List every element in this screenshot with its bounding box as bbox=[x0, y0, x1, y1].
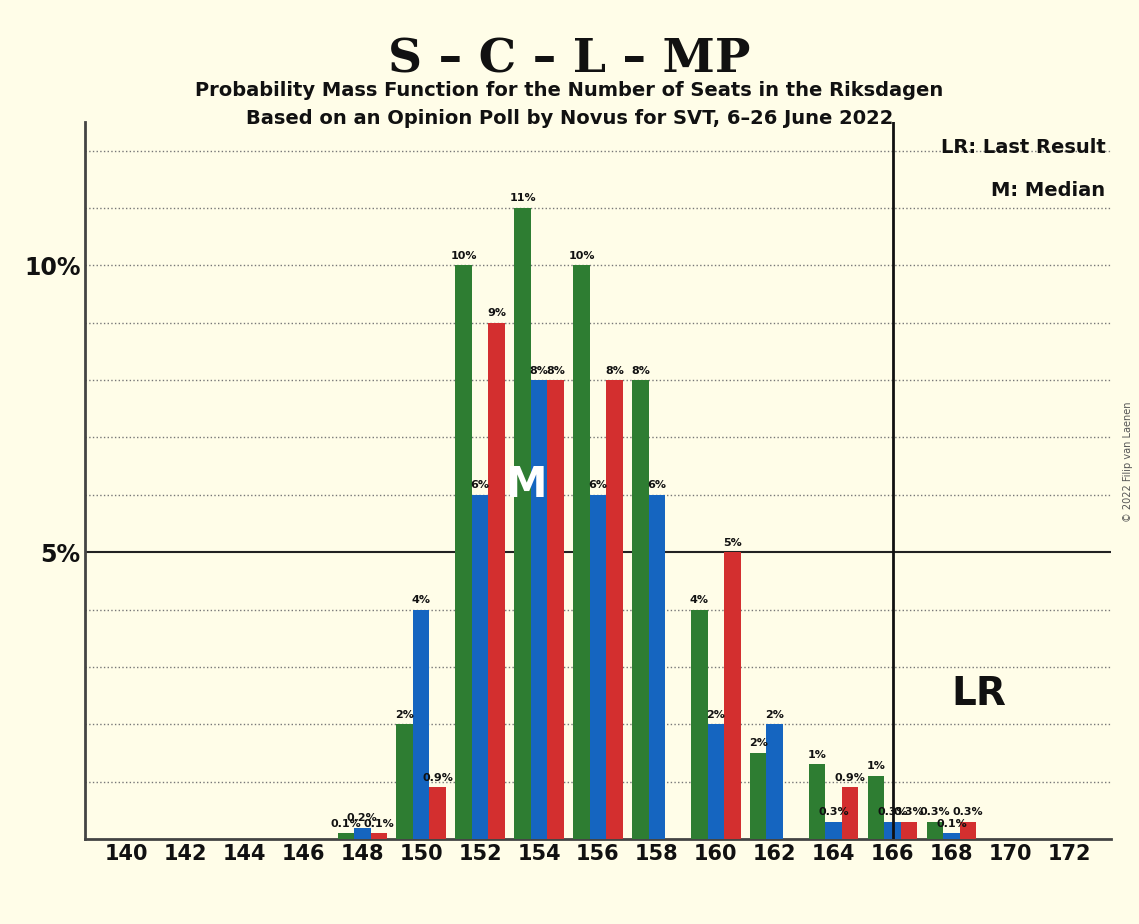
Text: 2%: 2% bbox=[395, 710, 415, 720]
Text: M: M bbox=[505, 464, 547, 506]
Text: 11%: 11% bbox=[509, 193, 535, 203]
Bar bbox=[337, 833, 354, 839]
Text: LR: LR bbox=[951, 675, 1007, 712]
Text: 0.3%: 0.3% bbox=[894, 808, 925, 817]
Text: 6%: 6% bbox=[647, 480, 666, 491]
Text: 0.3%: 0.3% bbox=[919, 808, 950, 817]
Text: 4%: 4% bbox=[690, 595, 708, 605]
Text: 8%: 8% bbox=[605, 366, 624, 375]
Bar bbox=[826, 821, 842, 839]
Bar bbox=[354, 828, 370, 839]
Text: 0.9%: 0.9% bbox=[835, 772, 866, 783]
Bar bbox=[472, 495, 489, 839]
Bar bbox=[413, 610, 429, 839]
Bar bbox=[884, 821, 901, 839]
Text: 1%: 1% bbox=[808, 750, 827, 760]
Text: 0.1%: 0.1% bbox=[330, 819, 361, 829]
Bar bbox=[809, 764, 826, 839]
Bar bbox=[606, 380, 623, 839]
Text: 6%: 6% bbox=[589, 480, 607, 491]
Text: 0.3%: 0.3% bbox=[877, 808, 908, 817]
Bar bbox=[691, 610, 707, 839]
Text: 8%: 8% bbox=[530, 366, 549, 375]
Bar bbox=[960, 821, 976, 839]
Bar bbox=[531, 380, 548, 839]
Bar bbox=[456, 265, 472, 839]
Text: S – C – L – MP: S – C – L – MP bbox=[388, 37, 751, 83]
Bar bbox=[901, 821, 917, 839]
Text: 5%: 5% bbox=[723, 538, 741, 548]
Bar bbox=[724, 553, 740, 839]
Text: LR: Last Result: LR: Last Result bbox=[941, 138, 1105, 157]
Bar bbox=[943, 833, 960, 839]
Text: Probability Mass Function for the Number of Seats in the Riksdagen: Probability Mass Function for the Number… bbox=[196, 81, 943, 101]
Bar bbox=[707, 724, 724, 839]
Text: 0.2%: 0.2% bbox=[347, 813, 378, 823]
Bar bbox=[590, 495, 606, 839]
Text: 0.9%: 0.9% bbox=[423, 772, 453, 783]
Bar bbox=[548, 380, 564, 839]
Text: 0.3%: 0.3% bbox=[818, 808, 849, 817]
Text: 8%: 8% bbox=[631, 366, 650, 375]
Text: © 2022 Filip van Laenen: © 2022 Filip van Laenen bbox=[1123, 402, 1132, 522]
Text: 10%: 10% bbox=[450, 250, 477, 261]
Bar bbox=[515, 208, 531, 839]
Bar bbox=[489, 322, 505, 839]
Text: 2%: 2% bbox=[765, 710, 784, 720]
Bar bbox=[573, 265, 590, 839]
Bar bbox=[429, 787, 446, 839]
Bar bbox=[868, 776, 884, 839]
Bar bbox=[749, 753, 767, 839]
Bar bbox=[767, 724, 782, 839]
Text: 4%: 4% bbox=[411, 595, 431, 605]
Text: 2%: 2% bbox=[748, 738, 768, 748]
Bar bbox=[927, 821, 943, 839]
Text: Based on an Opinion Poll by Novus for SVT, 6–26 June 2022: Based on an Opinion Poll by Novus for SV… bbox=[246, 109, 893, 128]
Bar bbox=[648, 495, 665, 839]
Bar bbox=[370, 833, 387, 839]
Text: 1%: 1% bbox=[867, 761, 885, 772]
Bar bbox=[396, 724, 413, 839]
Text: 6%: 6% bbox=[470, 480, 490, 491]
Text: 2%: 2% bbox=[706, 710, 726, 720]
Text: 0.1%: 0.1% bbox=[936, 819, 967, 829]
Text: 0.3%: 0.3% bbox=[952, 808, 983, 817]
Text: 10%: 10% bbox=[568, 250, 595, 261]
Text: 9%: 9% bbox=[487, 308, 506, 318]
Bar bbox=[632, 380, 648, 839]
Text: 8%: 8% bbox=[546, 366, 565, 375]
Text: M: Median: M: Median bbox=[991, 181, 1105, 200]
Text: 0.1%: 0.1% bbox=[363, 819, 394, 829]
Bar bbox=[842, 787, 859, 839]
